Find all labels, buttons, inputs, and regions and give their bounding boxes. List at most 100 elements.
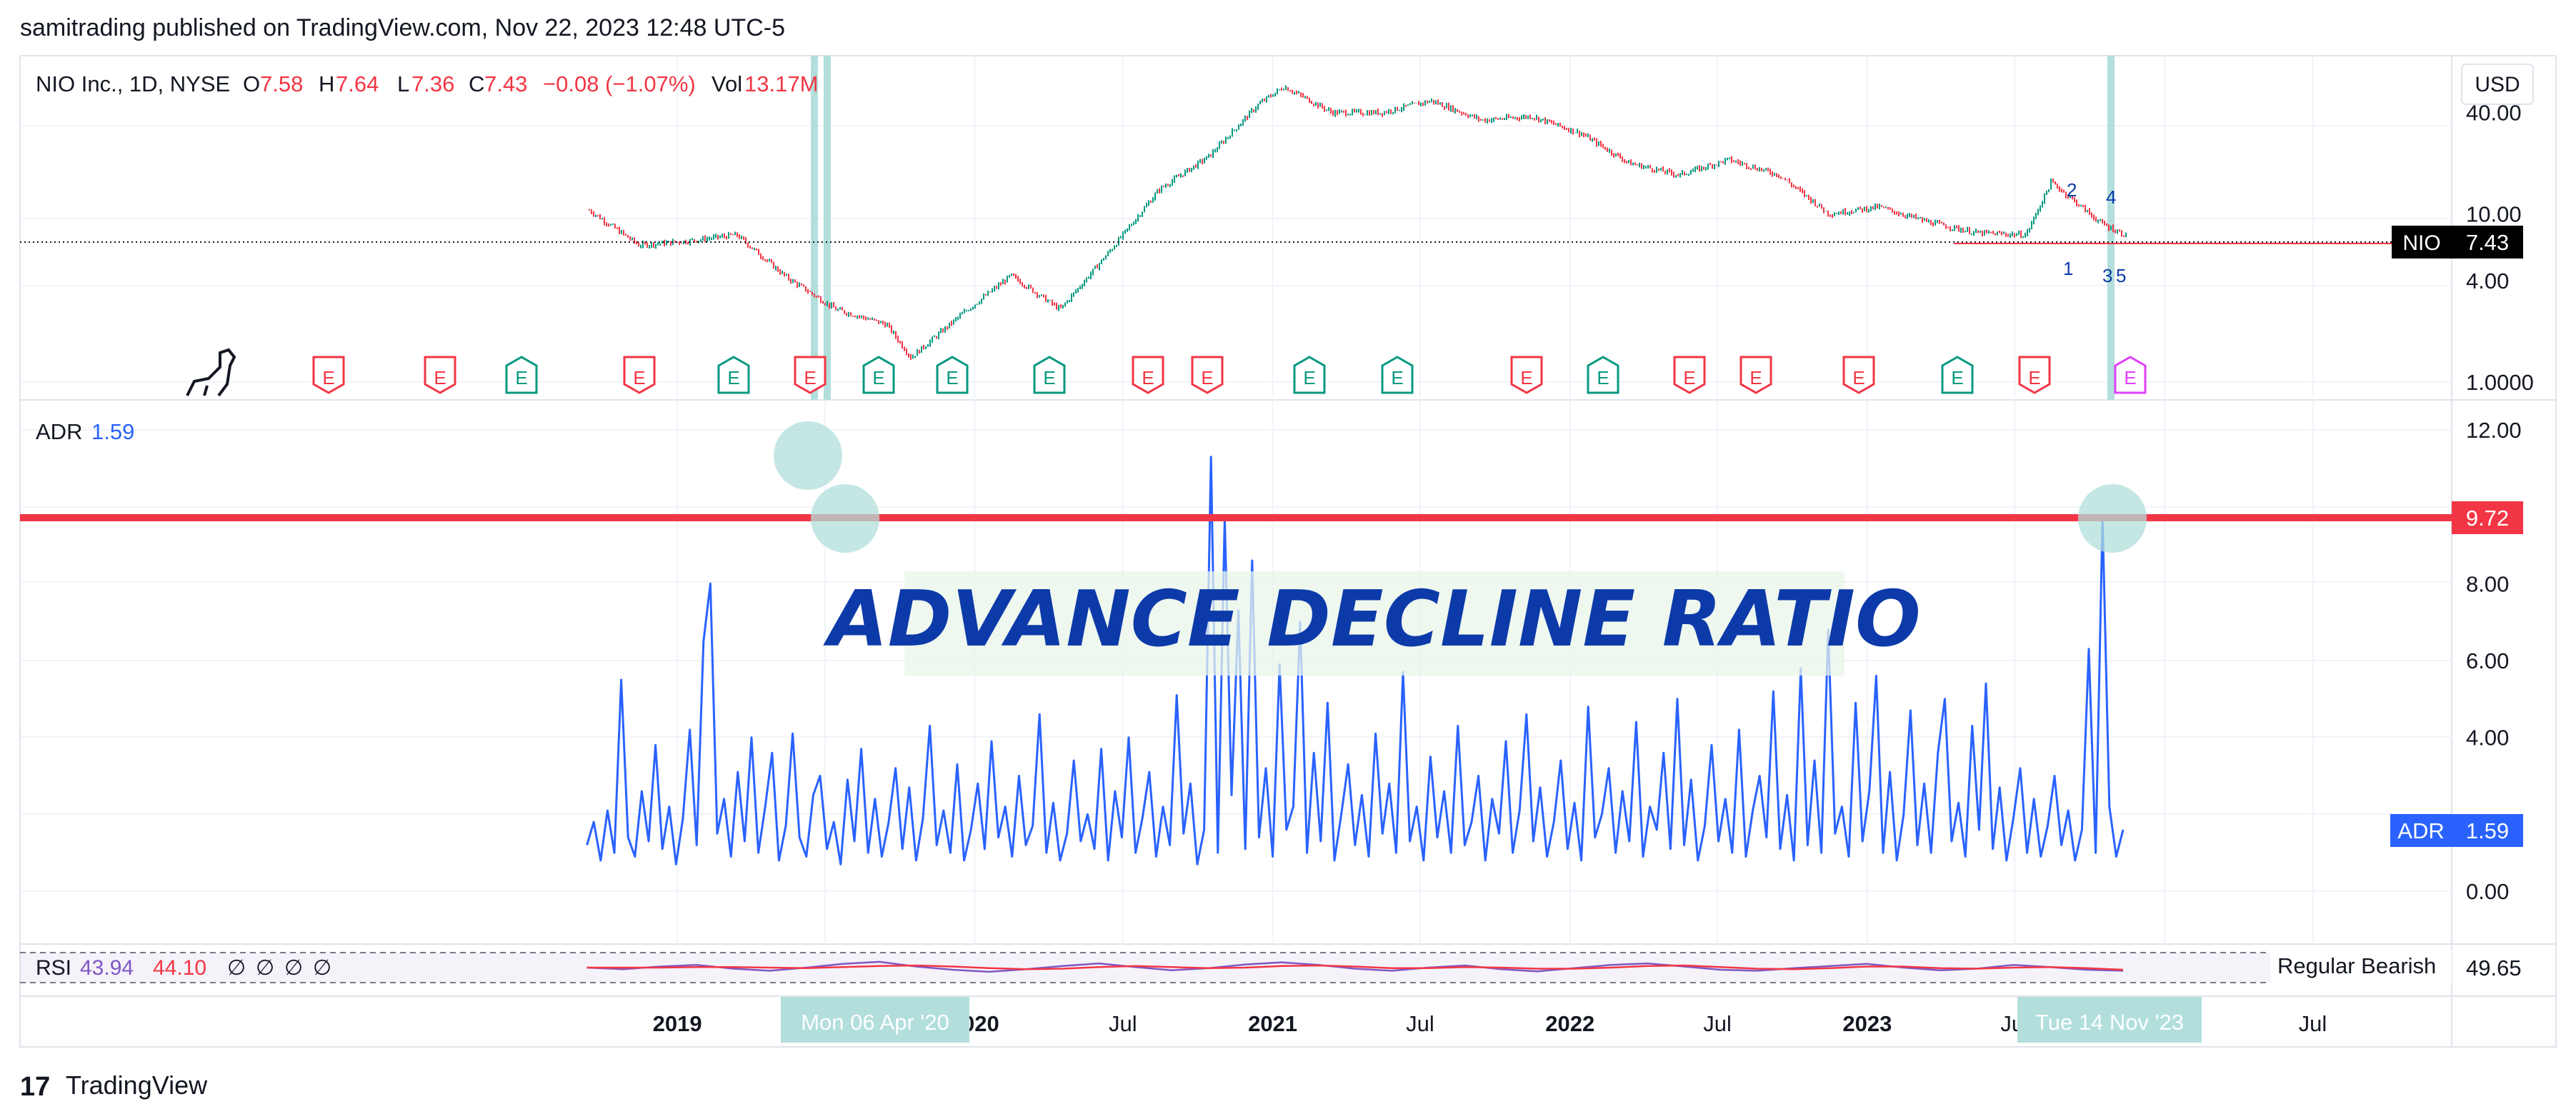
high-value: 7.64 [336, 71, 379, 96]
earnings-marker-label: E [1749, 367, 1762, 388]
overlay-title-bg [904, 571, 1844, 676]
low-label: L [397, 71, 409, 96]
earnings-marker-icon[interactable] [312, 356, 345, 394]
earnings-marker-label: E [2124, 367, 2136, 388]
time-axis: 2019Jul2020Jul2021Jul2022Jul2023Jul2024J… [653, 997, 2327, 1043]
earnings-marker-icon[interactable] [1587, 356, 1619, 394]
earnings-marker-label: E [1597, 367, 1609, 388]
earnings-marker-icon[interactable] [794, 356, 827, 394]
highlight-circle-1 [774, 421, 842, 490]
adr-axis-label: 12.00 [2466, 418, 2522, 443]
volume-label: Vol [712, 71, 742, 96]
earnings-marker-icon[interactable] [623, 356, 656, 394]
tradingview-logo[interactable]: 17 TradingView [20, 1070, 208, 1102]
currency-label: USD [2475, 73, 2520, 96]
time-tick-label: 2023 [1842, 1011, 1892, 1036]
overlay-title-text: ADVANCE DECLINE RATIO [822, 575, 1921, 664]
rsi-value: 49.65 [2466, 955, 2522, 980]
price-axis-label: 1.0000 [2466, 370, 2534, 395]
earnings-marker-icon[interactable] [936, 356, 969, 394]
chart-frame [19, 55, 2557, 1048]
adr-axis-label: 6.00 [2466, 648, 2509, 673]
rsi-legend-v2: 44.10 [153, 956, 206, 980]
level-badge-value: 9.72 [2466, 506, 2509, 531]
earnings-marker-icon[interactable] [862, 356, 895, 394]
currency-button-frame [2461, 64, 2534, 105]
earnings-marker-label: E [1201, 367, 1213, 388]
price-badge-symbol: NIO [2402, 231, 2440, 255]
high-label: H [319, 71, 334, 96]
rsi-legend-extra-4: ∅ [313, 956, 331, 980]
earnings-marker-icon[interactable] [1132, 356, 1164, 394]
level-badge: 9.72 [2452, 501, 2523, 534]
earnings-marker-icon[interactable] [1842, 356, 1875, 394]
adr-badge: ADR 1.59 [2390, 814, 2523, 847]
earnings-marker-icon[interactable] [1293, 356, 1326, 394]
adr-badge-value: 1.59 [2466, 818, 2509, 843]
earnings-marker-label: E [1683, 367, 1695, 388]
price-axis-label: 4.00 [2466, 269, 2509, 293]
earnings-marker-icon[interactable] [505, 356, 538, 394]
rsi-legend-name: RSI [36, 956, 71, 980]
currency-button[interactable]: USD [2461, 64, 2534, 105]
low-value: 7.36 [411, 71, 454, 96]
time-tooltip-label: Tue 14 Nov '23 [2035, 1010, 2184, 1035]
price-legend-symbol: NIO Inc., 1D, NYSE [36, 71, 230, 96]
earnings-marker-icon[interactable] [2018, 356, 2051, 394]
earnings-marker-icon[interactable] [424, 356, 456, 394]
adr-axis-label: 4.00 [2466, 726, 2509, 751]
elliott-wave-label: 1 [2063, 258, 2073, 279]
earnings-marker-label: E [2028, 367, 2040, 388]
rsi-legend-v1: 43.94 [80, 956, 134, 980]
price-badge-value-bg [2452, 226, 2523, 259]
earnings-marker-label: E [322, 367, 334, 388]
highlight-circle-3 [2078, 484, 2147, 553]
rsi-legend-extra-3: ∅ [284, 956, 303, 980]
dinosaur-icon[interactable] [186, 348, 236, 397]
elliott-wave-label: 5 [2116, 265, 2126, 286]
earnings-marker-label: E [872, 367, 884, 388]
earnings-marker-label: E [434, 367, 446, 388]
open-label: O [243, 71, 260, 96]
price-axis-label: 10.00 [2466, 201, 2522, 226]
earnings-marker-icon[interactable] [1941, 356, 1974, 394]
adr-badge-name: ADR [2397, 818, 2444, 843]
highlight-band-apr-2020 [811, 56, 818, 400]
earnings-marker-label: E [727, 367, 739, 388]
time-tick-label: Jul [1406, 1011, 1434, 1036]
earnings-marker-icon[interactable] [1673, 356, 1706, 394]
earnings-marker-label: E [1142, 367, 1154, 388]
elliott-wave-label: 2 [2067, 179, 2077, 201]
rsi-legend-extra-2: ∅ [256, 956, 274, 980]
price-badge-value: 7.43 [2466, 230, 2509, 255]
rsi-legend-extra-1: ∅ [227, 956, 246, 980]
adr-series-line [586, 456, 2125, 865]
time-tick-label: Jul [1703, 1011, 1732, 1036]
time-tick-label: 2021 [1248, 1011, 1297, 1036]
rsi-line [586, 960, 2124, 973]
earnings-marker-label: E [515, 367, 527, 388]
adr-legend-name: ADR [36, 419, 82, 444]
overlay-title: ADVANCE DECLINE RATIO [822, 571, 1921, 676]
earnings-marker-label: E [1391, 367, 1403, 388]
earnings-marker-label: E [1303, 367, 1315, 388]
price-legend-ohlc: O 7.58 H 7.64 L 7.36 C 7.43 −0.08 (−1.07… [243, 71, 818, 96]
adr-legend-value: 1.59 [91, 419, 134, 444]
earnings-marker-label: E [1043, 367, 1055, 388]
adr-axis-label: 8.00 [2466, 571, 2509, 596]
earnings-marker-icon[interactable] [1191, 356, 1224, 394]
time-tick-label: 2019 [653, 1011, 702, 1036]
adr-axis-label: 0.00 [2466, 879, 2509, 904]
earnings-marker-icon[interactable] [1739, 356, 1772, 394]
earnings-marker-icon[interactable] [2114, 356, 2147, 394]
price-badge: NIO 7.43 [2392, 226, 2523, 259]
earnings-marker-icon[interactable] [717, 356, 750, 394]
earnings-marker-icon[interactable] [1510, 356, 1543, 394]
rsi-divergence-label: Regular Bearish [2270, 950, 2452, 983]
rsi-divergence-label-bg [2270, 950, 2452, 983]
earnings-marker-icon[interactable] [1381, 356, 1414, 394]
earnings-marker-icon[interactable] [1033, 356, 1066, 394]
highlight-band-apr-2020-b [824, 56, 831, 400]
